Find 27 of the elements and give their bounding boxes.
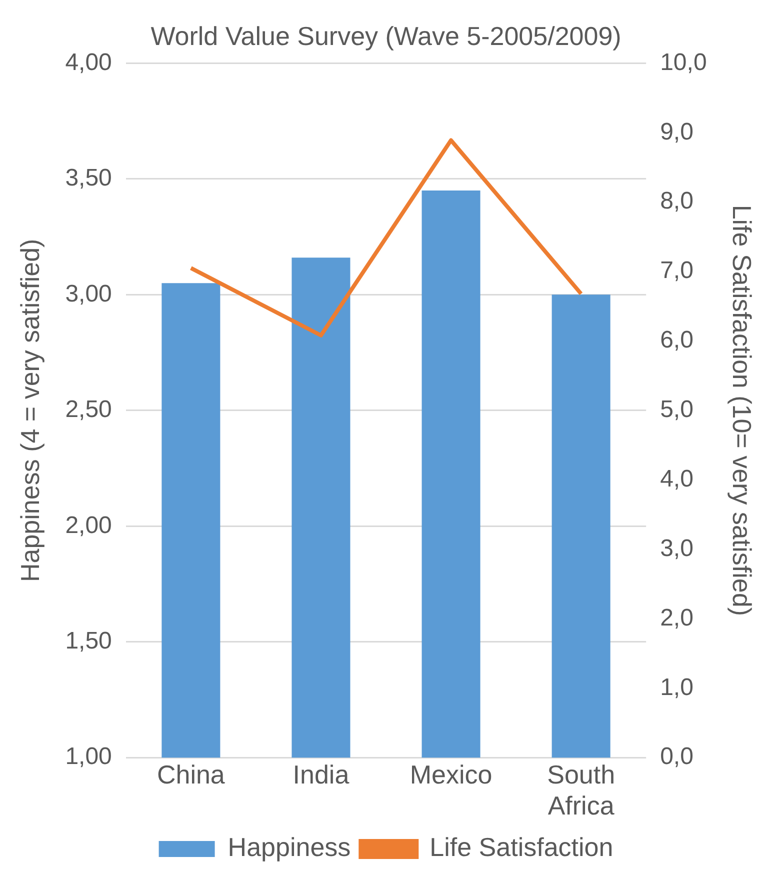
y2-tick-label: 6,0 (660, 326, 694, 354)
x-tick-label: India (292, 759, 350, 790)
y2-tick-label: 4,0 (660, 465, 694, 492)
y-tick-label: 1,50 (65, 627, 112, 654)
y2-tick-label: 3,0 (660, 534, 694, 562)
y-tick-label: 1,00 (65, 743, 112, 770)
y2-tick-label: 7,0 (660, 257, 694, 284)
y2-axis-title: Life Satisfaction (10= very satisfied) (727, 204, 758, 616)
y2-tick-label: 10,0 (660, 48, 707, 76)
y2-tick-label: 1,0 (660, 674, 694, 701)
y-tick-label: 2,50 (65, 396, 112, 424)
y-tick-label: 3,00 (65, 280, 112, 308)
y2-tick-label: 0,0 (660, 743, 694, 770)
y-tick-label: 2,00 (65, 512, 112, 539)
x-tick-label: China (156, 759, 226, 790)
x-tick-label: South Africa (547, 759, 616, 821)
y-tick-label: 3,50 (65, 164, 112, 192)
y-tick-label: 4,00 (65, 48, 112, 76)
y-axis-title: Happiness (4 = very satisfied) (14, 238, 45, 582)
y2-tick-label: 8,0 (660, 188, 694, 215)
y2-tick-label: 5,0 (660, 396, 694, 424)
y2-tick-label: 2,0 (660, 604, 694, 632)
legend-label: Life Satisfaction (430, 832, 614, 862)
x-tick-label: Mexico (410, 759, 492, 790)
legend-label: Happiness (228, 832, 351, 862)
y2-tick-label: 9,0 (660, 118, 694, 146)
chart-title: World Value Survey (Wave 5-2005/2009) (150, 20, 622, 51)
